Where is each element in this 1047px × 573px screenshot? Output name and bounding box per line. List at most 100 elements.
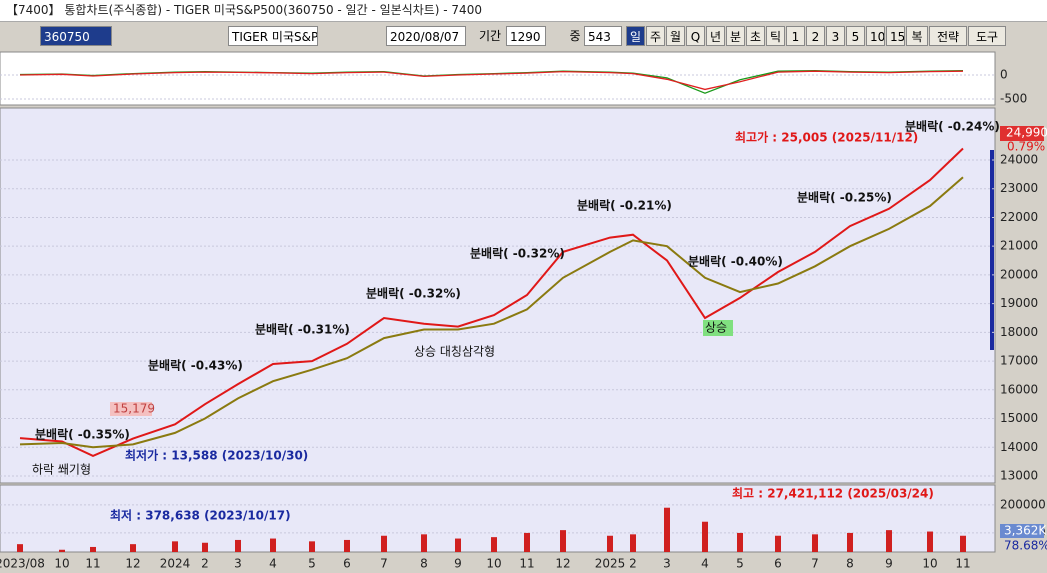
x-tick-label: 12 bbox=[555, 557, 570, 571]
toolbar-button[interactable]: 월 bbox=[666, 26, 685, 46]
x-tick-label: 3 bbox=[234, 557, 242, 571]
x-tick-label: 6 bbox=[774, 557, 782, 571]
toolbar-button[interactable]: 일 bbox=[626, 26, 645, 46]
pattern-label: 상승 대칭삼각형 bbox=[414, 345, 495, 359]
y-tick-label: 0 bbox=[1000, 67, 1008, 81]
volume-bar bbox=[737, 532, 743, 552]
last-price: 24,990 bbox=[1006, 126, 1047, 140]
volume-bar bbox=[607, 535, 613, 552]
pattern-label: 하락 쐐기형 bbox=[32, 463, 91, 477]
price-panel bbox=[0, 107, 996, 484]
x-tick-label: 11 bbox=[519, 557, 534, 571]
x-tick-label: 10 bbox=[486, 557, 501, 571]
x-tick-label: 4 bbox=[269, 557, 277, 571]
scroll-indicator bbox=[990, 150, 994, 350]
x-tick-label: 10 bbox=[922, 557, 937, 571]
y-tick-label: 16000 bbox=[1000, 382, 1038, 396]
name-field[interactable]: TIGER 미국S&P500 bbox=[228, 26, 318, 46]
x-tick-label: 7 bbox=[380, 557, 388, 571]
dividend-label: 분배락( -0.35%) bbox=[35, 427, 130, 442]
y-tick-label: 13000 bbox=[1000, 468, 1038, 482]
period-label: 기간 bbox=[478, 29, 502, 43]
volume-bar bbox=[172, 541, 178, 552]
period-input[interactable]: 1290 bbox=[506, 26, 546, 46]
x-tick-label: 12 bbox=[125, 557, 140, 571]
volume-bar bbox=[235, 539, 241, 552]
toolbar-button[interactable]: 1 bbox=[786, 26, 805, 46]
volume-bar bbox=[130, 544, 136, 552]
volume-bar bbox=[381, 535, 387, 552]
toolbar-button[interactable]: 10 bbox=[866, 26, 885, 46]
volume-bar bbox=[812, 534, 818, 552]
volume-bar bbox=[664, 507, 670, 552]
dividend-label: 분배락( -0.32%) bbox=[470, 246, 565, 261]
toolbar-button[interactable]: 년 bbox=[706, 26, 725, 46]
x-tick-label: 2025 bbox=[595, 557, 626, 571]
toolbar-button[interactable]: 15 bbox=[886, 26, 905, 46]
low-label: 최저가 : 13,588 (2023/10/30) bbox=[125, 448, 308, 463]
volume-bar bbox=[960, 535, 966, 552]
high-label: 최고가 : 25,005 (2025/11/12) bbox=[735, 130, 918, 145]
dividend-label: 분배락( -0.31%) bbox=[255, 322, 350, 337]
x-tick-label: 8 bbox=[846, 557, 854, 571]
volume-low: 최저 : 378,638 (2023/10/17) bbox=[110, 508, 291, 523]
volume-bar bbox=[421, 534, 427, 552]
date-input[interactable]: 2020/08/07 bbox=[386, 26, 466, 46]
toolbar-button[interactable]: 3 bbox=[826, 26, 845, 46]
volume-bar bbox=[202, 542, 208, 552]
y-tick-label: 22000 bbox=[1000, 210, 1038, 224]
y-tick-label: 18000 bbox=[1000, 325, 1038, 339]
toolbar-button[interactable]: 전략 bbox=[929, 26, 967, 46]
code-input[interactable]: 360750 bbox=[40, 26, 112, 46]
x-tick-label: 2024 bbox=[160, 557, 191, 571]
y-tick-label: 20000 bbox=[1000, 267, 1038, 281]
last-price-box bbox=[1000, 126, 1044, 141]
pattern-label: 15,179 bbox=[113, 402, 155, 416]
osc-panel bbox=[0, 51, 996, 106]
volume-bar bbox=[560, 530, 566, 552]
mid-input[interactable]: 543 bbox=[584, 26, 622, 46]
volume-panel bbox=[0, 484, 996, 553]
volume-bar bbox=[847, 532, 853, 552]
mid-label: 중 bbox=[569, 29, 581, 43]
last-ratio: 78.68% bbox=[1004, 539, 1047, 553]
last-volume-box bbox=[1000, 524, 1044, 538]
toolbar-button[interactable]: 도구 bbox=[968, 26, 1006, 46]
series-line bbox=[19, 176, 964, 449]
volume-bar bbox=[270, 538, 276, 552]
y-tick-label: 17000 bbox=[1000, 354, 1038, 368]
y-tick-label: 21000 bbox=[1000, 239, 1038, 253]
x-tick-label: 6 bbox=[343, 557, 351, 571]
series-line bbox=[19, 147, 964, 457]
x-tick-label: 4 bbox=[701, 557, 709, 571]
last-volume: 3,362K bbox=[1004, 524, 1047, 538]
x-tick-label: 10 bbox=[54, 557, 69, 571]
toolbar-button[interactable]: 틱 bbox=[766, 26, 785, 46]
x-tick-label: 3 bbox=[663, 557, 671, 571]
toolbar-button[interactable]: 2 bbox=[806, 26, 825, 46]
x-tick-label: 5 bbox=[308, 557, 316, 571]
y-tick-label: 14000 bbox=[1000, 440, 1038, 454]
volume-bar bbox=[455, 538, 461, 552]
series-line bbox=[19, 70, 964, 91]
y-tick-label: -500 bbox=[1000, 91, 1027, 105]
x-tick-label: 2023/08 bbox=[0, 557, 45, 571]
toolbar-button[interactable]: 5 bbox=[846, 26, 865, 46]
y-tick-label: 15000 bbox=[1000, 411, 1038, 425]
toolbar-button[interactable]: 주 bbox=[646, 26, 665, 46]
toolbar-button[interactable]: 복 bbox=[906, 26, 928, 46]
toolbar-button[interactable]: Q bbox=[686, 26, 705, 46]
volume-high: 최고 : 27,421,112 (2025/03/24) bbox=[732, 486, 934, 501]
toolbar-button[interactable]: 초 bbox=[746, 26, 765, 46]
x-tick-label: 11 bbox=[85, 557, 100, 571]
dividend-label: 분배락( -0.21%) bbox=[577, 198, 672, 213]
pattern-label: 상승 bbox=[705, 321, 727, 335]
toolbar-button[interactable]: 분 bbox=[726, 26, 745, 46]
x-tick-label: 11 bbox=[955, 557, 970, 571]
volume-bar bbox=[927, 531, 933, 552]
volume-bar bbox=[344, 539, 350, 552]
x-tick-label: 9 bbox=[885, 557, 893, 571]
x-tick-label: 5 bbox=[736, 557, 744, 571]
volume-bar bbox=[491, 537, 497, 552]
